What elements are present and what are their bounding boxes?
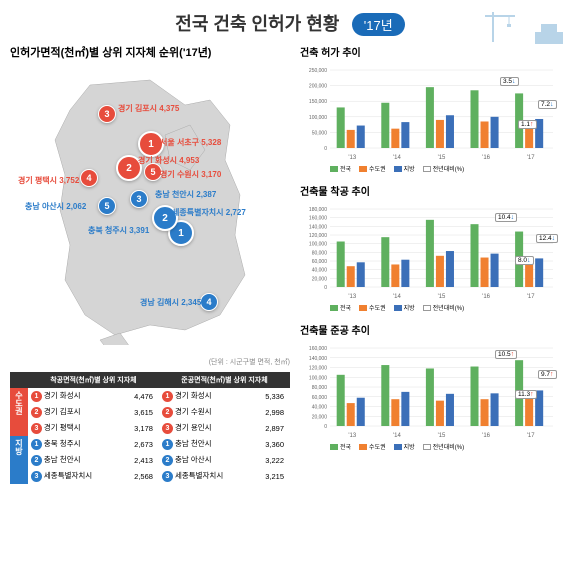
map-location-label: 경기 평택시 3,752 (18, 175, 79, 186)
svg-text:'17: '17 (527, 155, 535, 161)
chart-annotation: 11.3 (515, 390, 537, 399)
svg-text:0: 0 (324, 146, 327, 152)
svg-text:40,000: 40,000 (312, 268, 328, 274)
map-section-title: 인허가면적(천㎡)별 상위 지자체 순위('17년) (10, 44, 290, 60)
svg-text:0: 0 (324, 285, 327, 291)
svg-text:'17: '17 (527, 433, 535, 439)
map-rank-badge: 3 (98, 105, 116, 123)
svg-text:'14: '14 (393, 155, 401, 161)
chart-annotation: 7.2 (538, 100, 557, 109)
map-rank-badge: 3 (130, 190, 148, 208)
year-badge: '17년 (352, 13, 405, 36)
svg-text:100,000: 100,000 (309, 242, 327, 248)
chart-annotation: 9.7 (538, 370, 557, 379)
svg-text:140,000: 140,000 (309, 356, 327, 362)
map-rank-badge: 4 (200, 293, 218, 311)
chart-legend: 전국수도권지방전년대비(%) (330, 442, 560, 451)
ranking-table: 착공면적(천㎡)별 상위 지자체준공면적(천㎡)별 상위 지자체수도권1경기 화… (10, 372, 290, 484)
svg-text:160,000: 160,000 (309, 346, 327, 352)
chart-legend: 전국수도권지방전년대비(%) (330, 303, 560, 312)
chart-annotation: 3.5 (500, 77, 519, 86)
svg-text:0: 0 (324, 424, 327, 430)
map-location-label: 서울 서초구 5,328 (160, 137, 221, 148)
svg-text:200,000: 200,000 (309, 84, 327, 90)
svg-text:120,000: 120,000 (309, 366, 327, 372)
chart-annotation: 12.4 (536, 234, 558, 243)
svg-text:50,000: 50,000 (312, 130, 328, 136)
korea-map: 1서울 서초구 5,3282경기 화성시 4,9533경기 김포시 4,3754… (10, 65, 290, 355)
chart-title: 건축 허가 추이 (300, 44, 560, 59)
map-rank-badge: 5 (98, 197, 116, 215)
page-title: 전국 건축 인허가 현황 (175, 14, 339, 34)
svg-text:100,000: 100,000 (309, 375, 327, 381)
map-location-label: 충남 천안시 2,387 (155, 189, 216, 200)
svg-text:40,000: 40,000 (312, 405, 328, 411)
svg-text:120,000: 120,000 (309, 233, 327, 239)
chart-chart3: 건축물 준공 추이 0 20,000 40,000 60,000 80,000 100,00… (300, 322, 560, 451)
svg-text:'16: '16 (482, 294, 490, 300)
svg-text:20,000: 20,000 (312, 276, 328, 282)
svg-text:180,000: 180,000 (309, 207, 327, 213)
svg-text:'14: '14 (393, 433, 401, 439)
chart-chart1: 건축 허가 추이 0 50,000 100,000 150,000 200,000 250,… (300, 44, 560, 173)
svg-text:150,000: 150,000 (309, 99, 327, 105)
map-location-label: 세종특별자치시 2,727 (172, 207, 246, 218)
svg-text:160,000: 160,000 (309, 216, 327, 222)
map-location-label: 경기 수원시 3,170 (160, 169, 221, 180)
crane-icon (485, 10, 565, 45)
svg-text:'13: '13 (348, 433, 356, 439)
svg-text:'17: '17 (527, 294, 535, 300)
svg-text:'14: '14 (393, 294, 401, 300)
svg-text:60,000: 60,000 (312, 395, 328, 401)
svg-text:'13: '13 (348, 155, 356, 161)
svg-text:'16: '16 (482, 155, 490, 161)
chart-annotation: 10.5 (495, 350, 517, 359)
svg-text:80,000: 80,000 (312, 250, 328, 256)
svg-text:20,000: 20,000 (312, 414, 328, 420)
map-rank-badge: 4 (80, 169, 98, 187)
svg-text:'13: '13 (348, 294, 356, 300)
map-location-label: 충북 청주시 3,391 (88, 225, 149, 236)
chart-annotation: 10.4 (495, 213, 517, 222)
chart-title: 건축물 착공 추이 (300, 183, 560, 198)
svg-text:80,000: 80,000 (312, 385, 328, 391)
chart-title: 건축물 준공 추이 (300, 322, 560, 337)
svg-text:100,000: 100,000 (309, 115, 327, 121)
map-location-label: 경남 김해시 2,345 (140, 297, 201, 308)
map-location-label: 경기 김포시 4,375 (118, 103, 179, 114)
svg-text:'15: '15 (438, 294, 446, 300)
svg-text:60,000: 60,000 (312, 259, 328, 265)
map-note: (단위 : 시군구별 면적, 천㎡) (10, 357, 290, 367)
svg-text:'15: '15 (438, 433, 446, 439)
chart-chart2: 건축물 착공 추이 0 20,000 40,000 60,000 80,000 100,00… (300, 183, 560, 312)
chart-annotation: 8.0 (515, 256, 534, 265)
map-location-label: 충남 아산시 2,062 (25, 201, 86, 212)
svg-text:'15: '15 (438, 155, 446, 161)
chart-annotation: 1.1 (518, 120, 537, 129)
svg-text:140,000: 140,000 (309, 224, 327, 230)
svg-text:250,000: 250,000 (309, 68, 327, 74)
svg-text:'16: '16 (482, 433, 490, 439)
chart-legend: 전국수도권지방전년대비(%) (330, 164, 560, 173)
